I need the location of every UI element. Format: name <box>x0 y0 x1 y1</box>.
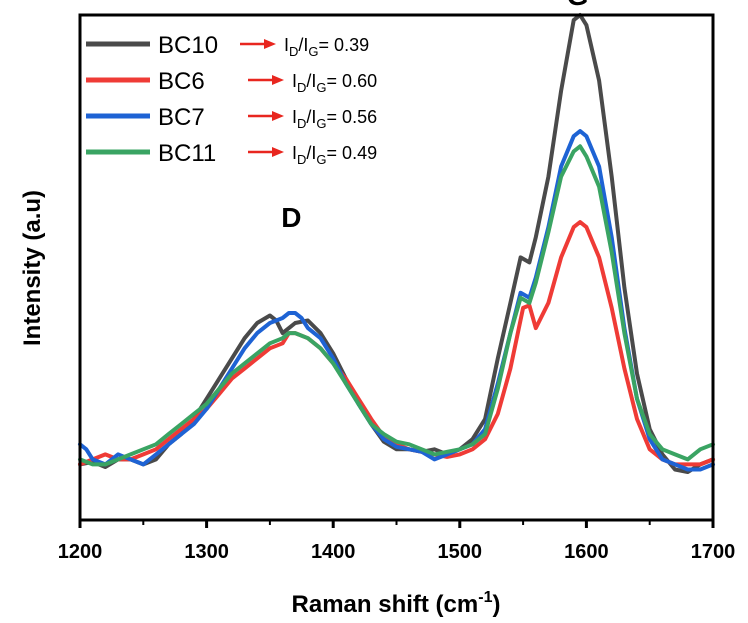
legend-arrow-icon-bc10 <box>264 39 276 49</box>
x-axis-title-close: ) <box>492 591 500 618</box>
legend-ratio-bc6: ID/IG= 0.60 <box>292 71 377 95</box>
legend-ratio-part-bc7-1: D <box>297 116 306 131</box>
series-line-bc7 <box>78 129 715 472</box>
legend-ratio-part-bc11-4: = 0.49 <box>327 143 378 163</box>
legend-ratio-bc11: ID/IG= 0.49 <box>292 143 377 167</box>
legend-ratio-bc10: ID/IG= 0.39 <box>284 35 369 59</box>
legend-ratio-part-bc6-4: = 0.60 <box>327 71 378 91</box>
legend-ratio-part-bc7-2: /I <box>306 107 316 127</box>
legend-ratio-bc7: ID/IG= 0.56 <box>292 107 377 131</box>
legend-ratio-part-bc11-0: I <box>292 143 297 163</box>
legend-arrow-icon-bc7 <box>272 111 284 121</box>
legend-ratio-part-bc11-3: G <box>316 152 326 167</box>
x-tick-label-1400: 1400 <box>311 541 356 563</box>
legend-ratio-part-bc7-4: = 0.56 <box>327 107 378 127</box>
x-tick-label-1600: 1600 <box>564 541 609 563</box>
legend-ratio-part-bc7-3: G <box>316 116 326 131</box>
legend-ratio-part-bc6-0: I <box>292 71 297 91</box>
x-tick-label-1300: 1300 <box>184 541 229 563</box>
x-axis-title-superscript: -1 <box>478 589 492 606</box>
legend-ratio-part-bc10-0: I <box>284 35 289 55</box>
legend-ratio-part-bc10-3: G <box>308 44 318 59</box>
y-axis-title: Intensity (a.u) <box>19 190 46 346</box>
x-ticks: 1200 1300 1400 1500 1600 1700 <box>58 520 736 563</box>
legend-ratio-part-bc6-1: D <box>297 80 306 95</box>
x-tick-label-1200: 1200 <box>58 541 103 563</box>
x-axis-title-main: Raman shift (cm <box>292 591 479 618</box>
legend-ratio-part-bc11-1: D <box>297 152 306 167</box>
legend-label-bc11: BC11 <box>158 140 216 167</box>
legend-ratio-part-bc7-0: I <box>292 107 297 127</box>
peak-annotations: DG <box>281 0 588 233</box>
legend-ratio-part-bc6-3: G <box>316 80 326 95</box>
x-tick-label-1500: 1500 <box>438 541 483 563</box>
peak-label-d: D <box>281 202 301 233</box>
legend-ratio-part-bc10-2: /I <box>298 35 308 55</box>
legend-ratio-part-bc6-2: /I <box>306 71 316 91</box>
series-line-bc11 <box>78 144 715 467</box>
legend-label-bc10: BC10 <box>158 32 218 59</box>
legend-arrow-icon-bc6 <box>272 75 284 85</box>
legend-label-bc7: BC7 <box>158 104 205 131</box>
x-axis-title: Raman shift (cm-1) <box>292 589 501 618</box>
x-tick-label-1700: 1700 <box>691 541 736 563</box>
legend-ratio-part-bc10-1: D <box>289 44 298 59</box>
legend-ratio-part-bc11-2: /I <box>306 143 316 163</box>
series-layer <box>78 13 715 474</box>
legend-arrow-icon-bc11 <box>272 147 284 157</box>
peak-label-g: G <box>567 0 589 11</box>
legend-ratio-part-bc10-4: = 0.39 <box>319 35 370 55</box>
legend-label-bc6: BC6 <box>158 68 205 95</box>
